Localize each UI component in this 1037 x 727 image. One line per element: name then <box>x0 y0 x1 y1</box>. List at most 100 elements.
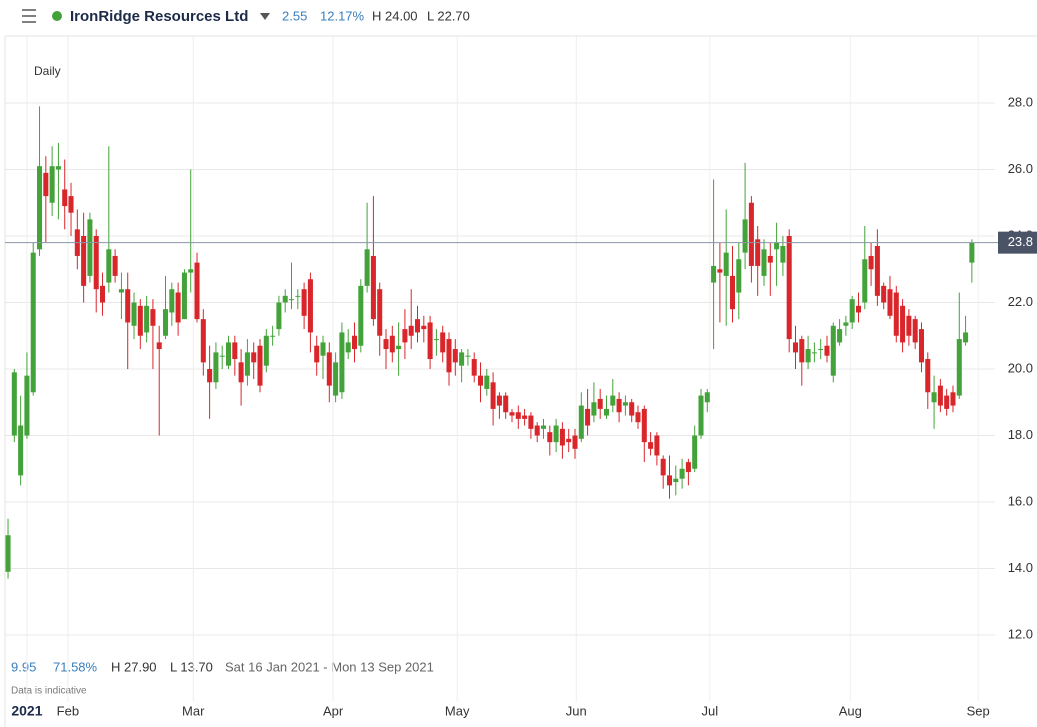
candle-body <box>736 259 742 293</box>
candle-body <box>717 269 723 273</box>
candle-body <box>314 345 320 363</box>
candle-body <box>925 359 931 393</box>
candle-body <box>969 242 975 263</box>
header-high: H 24.00 <box>372 8 418 23</box>
candle-body <box>364 249 370 286</box>
y-tick-label: 14.0 <box>1008 560 1033 575</box>
candle-body <box>307 279 313 333</box>
candle-body <box>62 189 68 207</box>
x-tick-label: Jul <box>701 703 718 718</box>
menu-icon[interactable] <box>22 9 36 23</box>
candle-body <box>729 275 736 310</box>
candle-body <box>723 252 729 276</box>
candle-body <box>5 535 11 572</box>
candle-body <box>578 405 584 439</box>
candle-body <box>276 302 282 330</box>
candle-body <box>893 292 899 336</box>
candle-body <box>950 392 956 406</box>
footer-change: 9.95 <box>11 659 36 674</box>
candle-body <box>396 345 402 350</box>
candle-body <box>459 352 465 366</box>
candle-body <box>175 292 181 323</box>
candle-body <box>616 398 622 413</box>
candle-body <box>99 285 106 303</box>
candle-body <box>792 342 799 353</box>
candle-body <box>427 322 433 360</box>
candle-body <box>868 255 874 270</box>
x-tick-label: May <box>445 703 470 718</box>
candle-body <box>55 166 61 170</box>
candle-body <box>251 352 257 363</box>
candle-body <box>711 265 717 283</box>
candle-body <box>414 319 421 333</box>
candle-body <box>484 375 490 389</box>
x-tick-label: Sep <box>967 703 990 718</box>
candle-body <box>288 299 295 301</box>
candle-body <box>881 285 887 303</box>
instrument-title: IronRidge Resources Ltd <box>70 8 248 25</box>
candle-body <box>830 325 836 376</box>
last-price-label: 23.8 <box>1008 234 1033 249</box>
candle-body <box>270 335 276 337</box>
candle-body <box>181 272 187 320</box>
candle-body <box>610 395 616 406</box>
candle-body <box>225 342 232 366</box>
header-change: 2.55 <box>282 8 307 23</box>
dropdown-arrow[interactable] <box>260 13 270 20</box>
candle-body <box>37 166 43 250</box>
candle-body <box>465 355 471 357</box>
candle-body <box>843 322 849 326</box>
candles <box>5 106 975 579</box>
candle-body <box>87 219 93 276</box>
candle-body <box>200 319 206 363</box>
axes: 12.014.016.018.020.022.024.026.028.02021… <box>5 94 1037 719</box>
candle-body <box>446 339 452 373</box>
header-change-percent: 12.17% <box>320 8 365 23</box>
candle-body <box>522 415 528 419</box>
candle-body <box>194 262 200 320</box>
candle-body <box>572 435 578 449</box>
candle-body <box>383 339 389 350</box>
candle-body <box>358 285 364 346</box>
x-tick-label: Mar <box>182 703 205 718</box>
candle-body <box>257 345 263 386</box>
candle-body <box>767 255 773 263</box>
candle-body <box>849 299 855 323</box>
x-tick-label: Jun <box>566 703 587 718</box>
candle-body <box>666 475 673 486</box>
candle-body <box>93 236 99 290</box>
candle-body <box>131 302 137 326</box>
x-tick-label: Apr <box>323 703 344 718</box>
candle-body <box>43 172 49 197</box>
candle-body <box>918 329 925 363</box>
candle-body <box>761 249 767 276</box>
candle-body <box>673 478 679 483</box>
candle-body <box>320 342 326 356</box>
candle-body <box>704 392 710 403</box>
candle-body <box>824 345 830 356</box>
candle-body <box>219 355 225 357</box>
candle-body <box>433 339 439 341</box>
candle-body <box>786 236 792 340</box>
candle-body <box>207 369 213 383</box>
candle-body <box>144 305 150 333</box>
candle-body <box>811 352 817 354</box>
candle-body <box>49 166 55 203</box>
status-dot <box>52 11 62 21</box>
candle-body <box>295 295 301 297</box>
candle-body <box>755 239 761 266</box>
candle-body <box>641 408 647 443</box>
candle-body <box>799 339 805 363</box>
candle-body <box>912 319 918 343</box>
candle-body <box>818 349 824 351</box>
candle-body <box>351 335 358 350</box>
candle-body <box>490 382 496 409</box>
candle-body <box>162 309 169 336</box>
candle-body <box>906 315 912 336</box>
candle-body <box>603 408 610 416</box>
candle-body <box>339 332 345 393</box>
candle-body <box>547 432 553 443</box>
x-tick-label: Aug <box>839 703 862 718</box>
footer-high: H 27.90 <box>111 659 157 674</box>
